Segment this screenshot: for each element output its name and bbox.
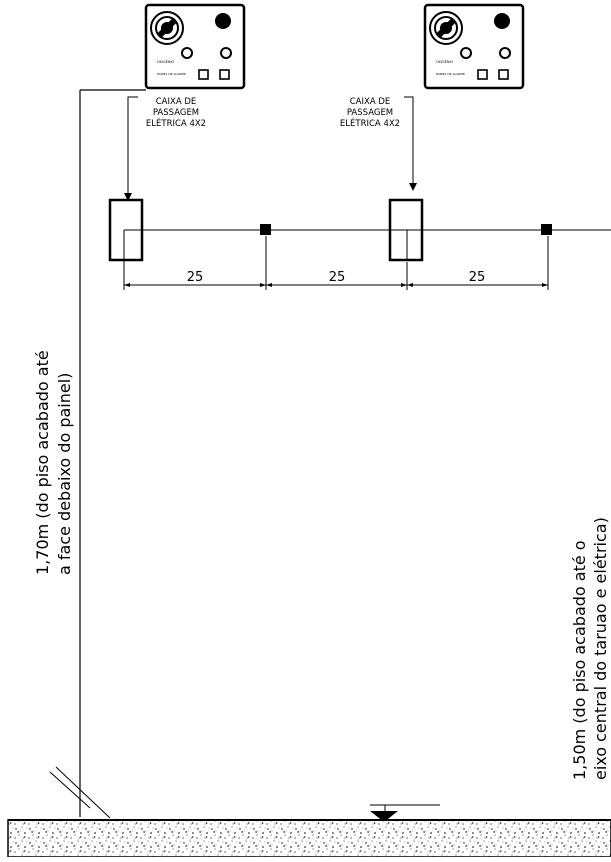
conduit-clamp-icon [541,224,552,235]
panel-status-text: OXIGÊNIO [157,59,175,64]
panel-button-icon [198,69,209,80]
callout-2-line2: PASSAGEM [347,108,393,118]
indicator-led-icon [220,47,232,59]
left-height-text-line2: a face debaixo do painel) [55,373,74,575]
floor-level-marker [370,804,440,822]
panel-button-icon [498,69,509,80]
callout-1-line2: PASSAGEM [153,108,199,118]
callout-2: CAIXA DE PASSAGEM ELÉTRICA 4X2 [340,96,417,191]
panel-label: PAINEL DE ALARME [157,72,186,76]
alarm-panel-2: OXIGÊNIO PAINEL DE ALARME [423,3,525,90]
dimension-3: 25 [469,270,486,285]
callout-2-line3: ELÉTRICA 4X2 [340,117,400,129]
alarm-panel-1: OXIGÊNIO PAINEL DE ALARME [144,3,246,90]
alarm-buzzer-icon [494,13,510,29]
left-height-line [49,89,146,819]
callout-1: CAIXA DE PASSAGEM ELÉTRICA 4X2 [124,96,206,201]
dimension-2: 25 [329,270,346,285]
left-height-text-line1: 1,70m (do piso acabado até [33,350,52,575]
panel-status-text: OXIGÊNIO [436,59,454,64]
right-height-text-line2: eixo central do taruao e elétrica) [591,517,610,780]
indicator-led-icon [181,47,193,59]
callout-1-line1: CAIXA DE [156,97,197,107]
conduit-clamp-icon [260,224,271,235]
panel-button-icon [219,69,230,80]
panel-label: PAINEL DE ALARME [436,72,465,76]
indicator-led-icon [460,47,472,59]
callout-1-line3: ELÉTRICA 4X2 [146,117,206,129]
dimension-chain: 25 25 25 [123,236,549,290]
panel-button-icon [477,69,488,80]
floor-slab [7,819,611,858]
callout-2-line1: CAIXA DE [350,97,391,107]
alarm-buzzer-icon [215,13,231,29]
indicator-led-icon [499,47,511,59]
right-height-text-line1: 1,50m (do piso acabado até o [570,540,589,780]
dimension-1: 25 [187,270,204,285]
